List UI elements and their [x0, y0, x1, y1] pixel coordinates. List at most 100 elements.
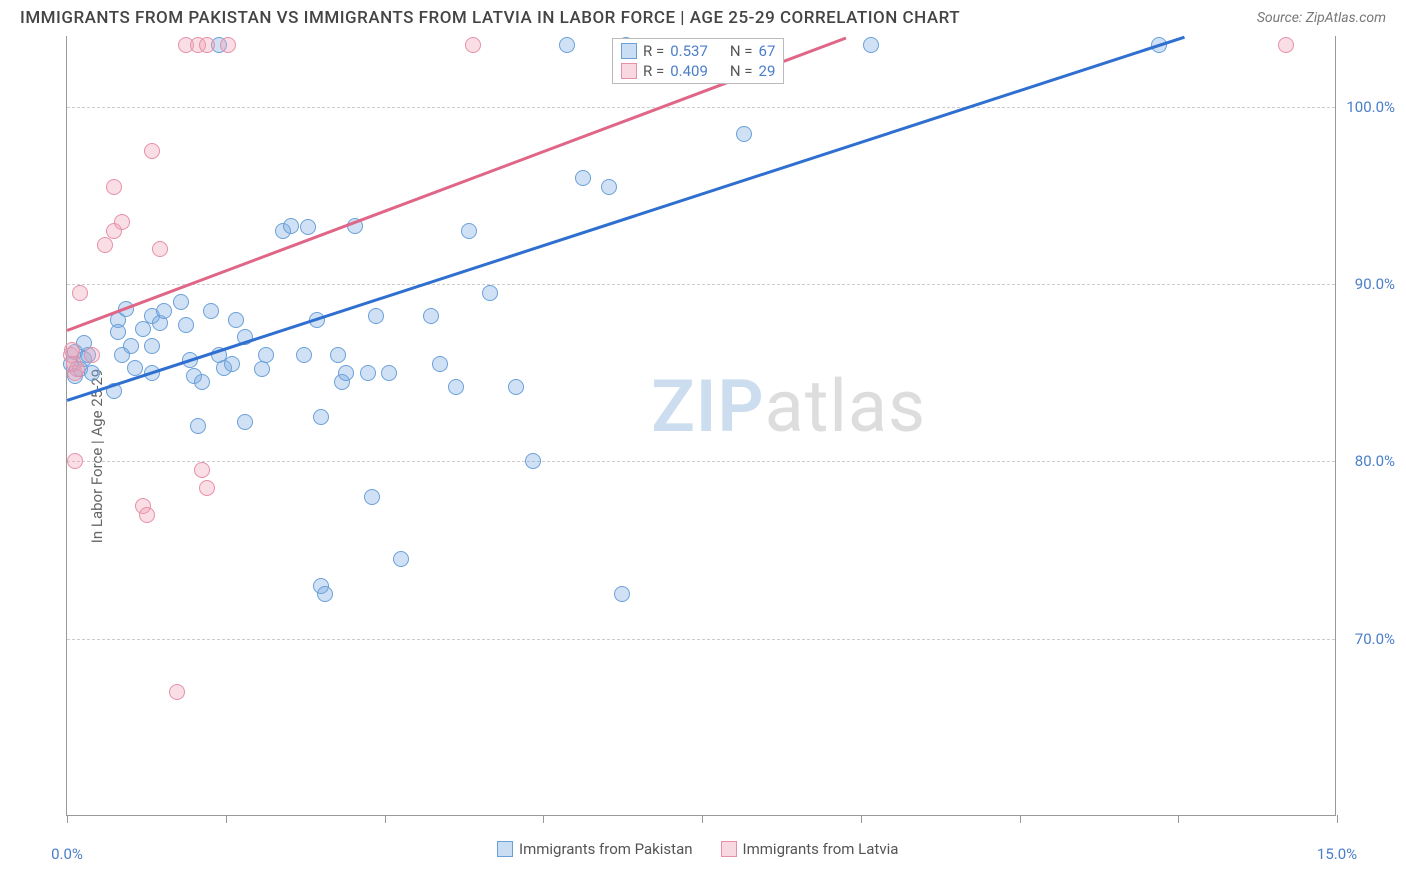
x-tick-label: 15.0% [1317, 845, 1357, 863]
data-point [482, 285, 498, 301]
legend-swatch [621, 63, 637, 79]
data-point [72, 285, 88, 301]
data-point [106, 179, 122, 195]
data-point [139, 507, 155, 523]
data-point [114, 214, 130, 230]
data-point [330, 347, 346, 363]
chart-title: IMMIGRANTS FROM PAKISTAN VS IMMIGRANTS F… [20, 8, 960, 28]
data-point [152, 241, 168, 257]
data-point [220, 37, 236, 53]
data-point [194, 462, 210, 478]
data-point [317, 586, 333, 602]
data-point [614, 586, 630, 602]
data-point [448, 379, 464, 395]
data-point [863, 37, 879, 53]
stat-N-label: N = [730, 42, 753, 60]
y-tick-label: 70.0% [1355, 630, 1395, 648]
data-point [110, 324, 126, 340]
stat-R-label: R = [643, 62, 664, 80]
plot-wrap: In Labor Force | Age 25-29 ZIPatlas70.0%… [20, 36, 1386, 876]
data-point [254, 361, 270, 377]
watermark: ZIPatlas [651, 364, 926, 449]
stat-N-value: 29 [759, 62, 776, 80]
data-point [237, 414, 253, 430]
stat-legend: R = 0.537 N = 67 R = 0.409 N = 29 [612, 38, 784, 84]
data-point [114, 347, 130, 363]
x-tick [543, 815, 544, 823]
data-point [69, 361, 85, 377]
gridline-h [67, 461, 1335, 462]
data-point [1278, 37, 1294, 53]
x-tick [702, 815, 703, 823]
data-point [84, 347, 100, 363]
source-label: Source: ZipAtlas.com [1257, 10, 1386, 26]
data-point [199, 37, 215, 53]
gridline-h [67, 284, 1335, 285]
data-point [190, 418, 206, 434]
data-point [169, 684, 185, 700]
legend-swatch [721, 841, 737, 857]
x-tick [1178, 815, 1179, 823]
stat-R-value: 0.409 [670, 62, 708, 80]
data-point [364, 489, 380, 505]
x-tick [1020, 815, 1021, 823]
x-tick [385, 815, 386, 823]
data-point [736, 126, 752, 142]
legend-swatch [497, 841, 513, 857]
data-point [368, 308, 384, 324]
data-point [127, 360, 143, 376]
data-point [525, 453, 541, 469]
data-point [224, 356, 240, 372]
x-tick [67, 815, 68, 823]
stat-N-label: N = [730, 62, 753, 80]
data-point [199, 480, 215, 496]
data-point [203, 303, 219, 319]
data-point [258, 347, 274, 363]
legend-label: Immigrants from Pakistan [519, 840, 693, 858]
stat-row: R = 0.409 N = 29 [621, 61, 775, 81]
stat-R-value: 0.537 [670, 42, 708, 60]
legend-swatch [621, 43, 637, 59]
x-tick-label: 0.0% [51, 845, 83, 863]
legend-item: Immigrants from Pakistan [497, 840, 693, 858]
data-point [338, 365, 354, 381]
x-tick [1337, 815, 1338, 823]
data-point [381, 365, 397, 381]
gridline-h [67, 107, 1335, 108]
x-tick [226, 815, 227, 823]
x-tick [861, 815, 862, 823]
y-tick-label: 80.0% [1355, 452, 1395, 470]
data-point [173, 294, 189, 310]
data-point [465, 37, 481, 53]
data-point [228, 312, 244, 328]
data-point [144, 143, 160, 159]
data-point [393, 551, 409, 567]
data-point [432, 356, 448, 372]
stat-row: R = 0.537 N = 67 [621, 41, 775, 61]
data-point [84, 365, 100, 381]
data-point [423, 308, 439, 324]
data-point [67, 453, 83, 469]
data-point [300, 219, 316, 235]
y-tick-label: 90.0% [1355, 275, 1395, 293]
data-point [156, 303, 172, 319]
data-point [559, 37, 575, 53]
stat-N-value: 67 [759, 42, 776, 60]
data-point [283, 218, 299, 234]
bottom-legend: Immigrants from Pakistan Immigrants from … [497, 840, 898, 858]
data-point [194, 374, 210, 390]
data-point [360, 365, 376, 381]
y-tick-label: 100.0% [1346, 98, 1395, 116]
data-point [97, 237, 113, 253]
stat-R-label: R = [643, 42, 664, 60]
trend-line [67, 36, 1185, 402]
legend-label: Immigrants from Latvia [743, 840, 899, 858]
data-point [178, 317, 194, 333]
data-point [144, 338, 160, 354]
data-point [508, 379, 524, 395]
plot-area: ZIPatlas70.0%80.0%90.0%100.0%0.0%15.0%R … [66, 36, 1336, 816]
data-point [575, 170, 591, 186]
gridline-h [67, 639, 1335, 640]
data-point [601, 179, 617, 195]
legend-item: Immigrants from Latvia [721, 840, 899, 858]
